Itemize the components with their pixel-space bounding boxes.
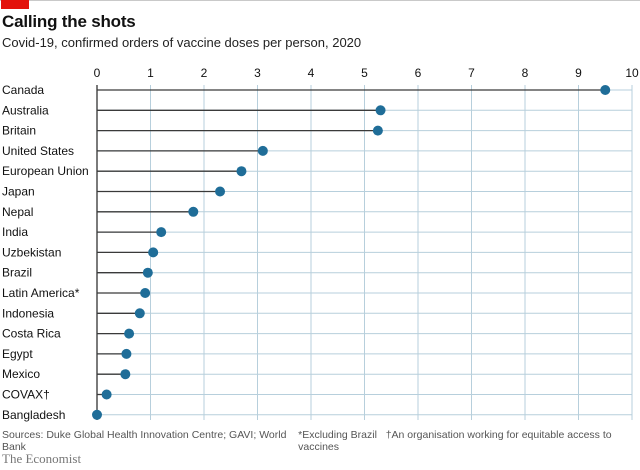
lollipop-marker bbox=[124, 328, 135, 339]
brand-wordmark: The Economist bbox=[2, 451, 82, 466]
lollipop-marker bbox=[600, 85, 611, 95]
category-label: Indonesia bbox=[2, 306, 54, 320]
top-rule bbox=[0, 0, 640, 1]
brand-red-flag bbox=[1, 0, 29, 9]
x-tick-label: 7 bbox=[468, 66, 475, 80]
lollipop-marker bbox=[375, 105, 386, 116]
lollipop-marker bbox=[148, 247, 159, 258]
x-tick-label: 1 bbox=[147, 66, 154, 80]
x-tick-label: 6 bbox=[415, 66, 422, 80]
category-label: Britain bbox=[2, 124, 36, 138]
footnotes: *Excluding Brazil †An organisation worki… bbox=[298, 429, 638, 453]
x-tick-label: 0 bbox=[94, 66, 101, 80]
lollipop-chart: 0 1 2 3 4 5 6 7 8 9 10 Canada Australia Britain United… bbox=[2, 66, 639, 422]
chart-title: Calling the shots bbox=[2, 12, 136, 31]
lollipop-marker bbox=[188, 206, 199, 217]
category-label: Latin America* bbox=[2, 286, 80, 300]
x-tick-label: 4 bbox=[308, 66, 315, 80]
lollipop-marker bbox=[142, 267, 153, 278]
category-label: United States bbox=[2, 144, 74, 158]
lollipop-marker bbox=[120, 369, 131, 380]
category-label: Costa Rica bbox=[2, 327, 61, 341]
lollipop-marker bbox=[156, 227, 167, 238]
category-label: Australia bbox=[2, 103, 49, 117]
x-tick-label: 2 bbox=[201, 66, 208, 80]
lollipop-marker bbox=[134, 308, 145, 319]
category-label: Mexico bbox=[2, 367, 40, 381]
category-label: Egypt bbox=[2, 347, 33, 361]
lollipop-marker bbox=[372, 125, 383, 136]
category-label: Japan bbox=[2, 185, 35, 199]
category-label: Bangladesh bbox=[2, 408, 65, 422]
lollipop-marker bbox=[215, 186, 226, 197]
lollipop-marker bbox=[257, 145, 268, 156]
x-tick-label: 9 bbox=[575, 66, 582, 80]
footnote-excluding-brazil: *Excluding Brazil bbox=[298, 429, 377, 441]
footnote-covax: †An organisation working for equitable a… bbox=[298, 429, 612, 453]
category-label: COVAX† bbox=[2, 388, 50, 402]
category-label: Brazil bbox=[2, 266, 32, 280]
x-tick-label: 10 bbox=[625, 66, 639, 80]
x-tick-label: 5 bbox=[361, 66, 368, 80]
lollipop-marker bbox=[121, 348, 132, 359]
x-tick-label: 3 bbox=[254, 66, 261, 80]
lollipop-marker bbox=[140, 288, 151, 298]
category-label: European Union bbox=[2, 164, 89, 178]
category-label: Nepal bbox=[2, 205, 33, 219]
x-tick-label: 8 bbox=[522, 66, 529, 80]
lollipop-marker bbox=[236, 166, 247, 177]
chart-subtitle: Covid-19, confirmed orders of vaccine do… bbox=[2, 35, 362, 50]
chart-footer: Sources: Duke Global Health Innovation C… bbox=[2, 429, 638, 453]
category-label: India bbox=[2, 225, 28, 239]
category-label: Canada bbox=[2, 83, 44, 97]
lollipop-marker bbox=[101, 389, 112, 400]
sources-note: Sources: Duke Global Health Innovation C… bbox=[2, 429, 287, 453]
category-label: Uzbekistan bbox=[2, 245, 61, 259]
lollipop-marker bbox=[92, 409, 102, 420]
